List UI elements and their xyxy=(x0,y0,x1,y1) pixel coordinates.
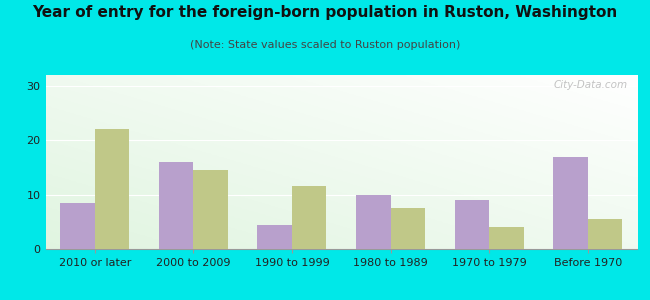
Bar xyxy=(588,219,622,249)
Bar xyxy=(391,208,425,249)
Text: City-Data.com: City-Data.com xyxy=(554,80,628,90)
Bar xyxy=(292,187,326,249)
Text: Year of entry for the foreign-born population in Ruston, Washington: Year of entry for the foreign-born popul… xyxy=(32,4,617,20)
Bar xyxy=(257,224,292,249)
Bar xyxy=(454,200,489,249)
Text: (Note: State values scaled to Ruston population): (Note: State values scaled to Ruston pop… xyxy=(190,40,460,50)
Bar xyxy=(194,170,228,249)
Bar xyxy=(60,203,95,249)
Bar xyxy=(356,195,391,249)
Bar xyxy=(95,129,129,249)
Bar xyxy=(553,157,588,249)
Bar xyxy=(159,162,194,249)
Bar xyxy=(489,227,524,249)
